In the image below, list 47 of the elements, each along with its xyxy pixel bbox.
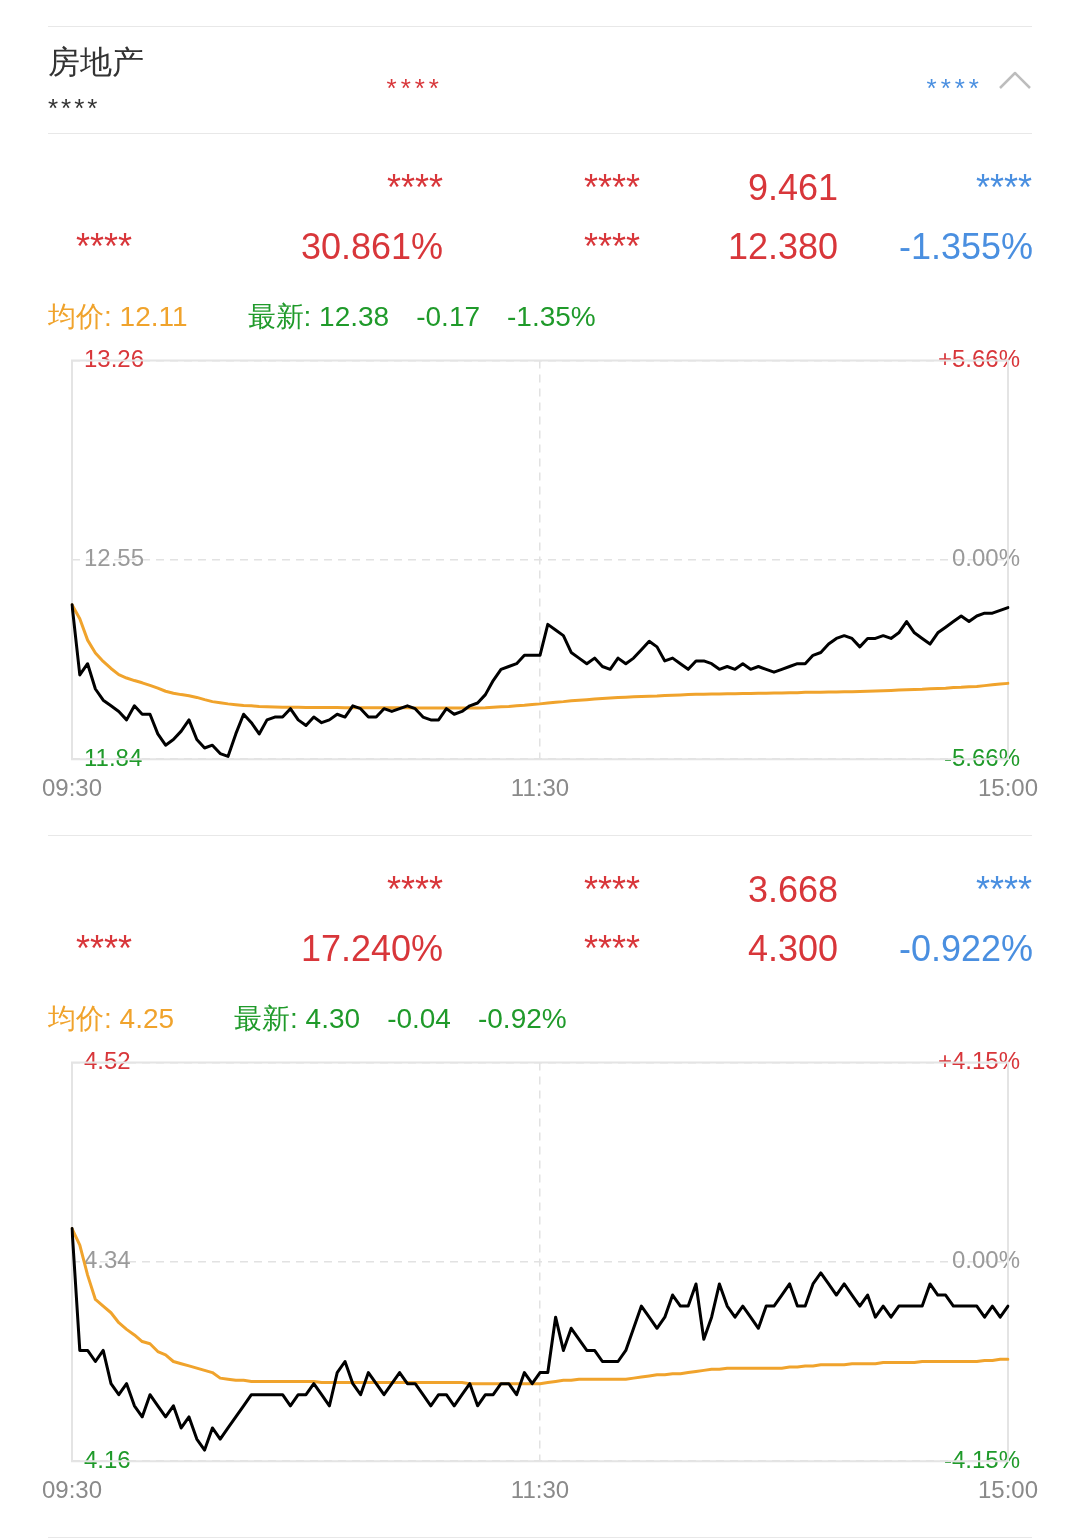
x-tick-label: 11:30 <box>510 1476 570 1504</box>
text: **** <box>48 93 101 123</box>
y-tick-label: 11.84 <box>84 743 143 771</box>
text: 房地产 <box>48 43 144 82</box>
text: **** <box>975 868 1032 912</box>
text: 均价: 4.25 <box>48 1002 175 1036</box>
text: **** <box>975 166 1032 210</box>
y-tick-label: 4.34 <box>84 1246 131 1274</box>
text: **** <box>386 868 443 912</box>
text: 30.861% <box>300 225 443 269</box>
y2-tick-label: 0.00% <box>951 544 1020 572</box>
text: **** <box>75 225 132 269</box>
text: **** <box>583 868 640 912</box>
text: -1.35% <box>507 300 596 334</box>
y-tick-label: 4.52 <box>84 1047 131 1075</box>
text: 最新: 12.38 <box>247 300 390 334</box>
text: **** <box>75 927 132 971</box>
text: **** <box>583 225 640 269</box>
y2-tick-label: 0.00% <box>951 1246 1020 1274</box>
x-tick-label: 15:00 <box>977 774 1039 802</box>
x-tick-label: 09:30 <box>41 1476 103 1504</box>
text: **** <box>583 166 640 210</box>
y-tick-label: 4.16 <box>84 1445 131 1473</box>
y-tick-label: 13.26 <box>84 345 145 373</box>
text: -0.17 <box>416 300 481 334</box>
text: 17.240% <box>300 927 443 971</box>
text: -0.92% <box>477 1002 567 1036</box>
text: -0.922% <box>898 927 1033 971</box>
y2-tick-label: -4.15% <box>943 1445 1020 1473</box>
text: -1.355% <box>898 225 1033 269</box>
text: 12.380 <box>727 225 838 269</box>
y2-tick-label: +4.15% <box>937 1047 1020 1075</box>
y2-tick-label: +5.66% <box>937 345 1020 373</box>
text: **** <box>386 73 443 103</box>
text: **** <box>926 73 983 103</box>
text: 均价: 12.11 <box>48 300 188 334</box>
x-tick-label: 11:30 <box>510 774 570 802</box>
text: 最新: 4.30 <box>234 1002 361 1036</box>
y-tick-label: 12.55 <box>84 544 145 572</box>
text: -0.04 <box>387 1002 451 1036</box>
x-tick-label: 09:30 <box>41 774 103 802</box>
text: **** <box>583 927 640 971</box>
text: 3.668 <box>747 868 838 912</box>
text: 4.300 <box>747 927 838 971</box>
text: 9.461 <box>747 166 838 210</box>
x-tick-label: 15:00 <box>977 1476 1039 1504</box>
text: **** <box>386 166 443 210</box>
